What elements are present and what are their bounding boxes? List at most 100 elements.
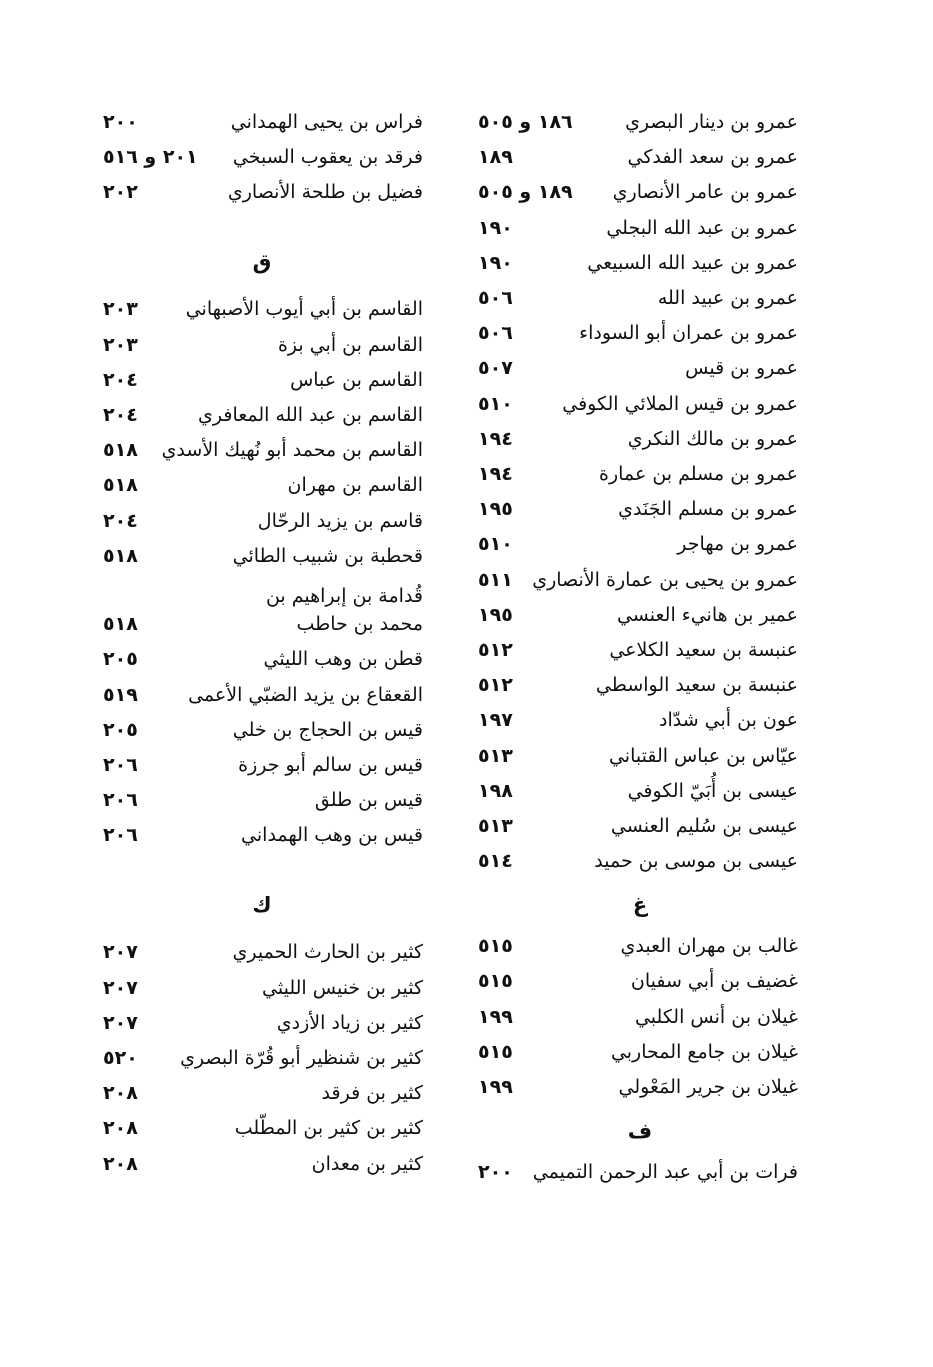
entry-name: غضيف بن أبي سفيان [630,970,798,993]
entry-name: عمرو بن عمران أبو السوداء [579,322,798,345]
entry-pages: ٥١٠ [478,533,513,556]
entry-pages: ٢٠٣ [103,333,138,356]
entry-name: عمرو بن عامر الأنصاري [612,181,798,204]
entry-name: القاسم بن مهران [287,474,423,497]
entry-pages: ٥٠٧ [478,357,513,380]
entry-pages: ٢٠٤ [103,368,138,391]
entry-name: عيسى بن موسى بن حميد [594,850,798,873]
entry-pages: ٥١٨ [103,613,138,636]
entry-pages: ٢٠٧ [103,976,138,999]
entry-name: القاسم بن أبي بزة [277,333,423,356]
entry-name: عيّاس بن عباس القتباني [608,744,798,767]
entry-pages: ٥١٠ [478,392,513,415]
entry-pages: ٢٠٦ [103,754,138,776]
section-letter: ك [252,893,272,918]
entry-name: عنبسة بن سعيد الكلاعي [609,639,798,661]
entry-pages: ٥١٨ [103,544,138,567]
entry-name: كثير بن زياد الأزدي [276,1011,423,1034]
entry-pages: ٥١٢ [478,639,513,661]
entry-pages: ٢٠٥ [103,718,138,741]
entry-name: فرقد بن يعقوب السبخي [232,146,423,169]
entry-pages: ٥١٥ [478,935,513,958]
entry-pages: ١٩٩ [478,1076,513,1098]
entry-pages: ٢٠٢ [103,181,138,204]
entry-pages: ٥١٤ [478,850,513,873]
entry-pages: ١٨٦ و ٥٠٥ [478,111,573,133]
entry-pages: ٢٠١ و ٥١٦ [103,146,198,169]
entry-name: عمرو بن يحيى بن عمارة الأنصاري [532,568,798,591]
entry-pages: ٢٠٧ [103,1011,138,1034]
entry-name: قاسم بن يزيد الرحّال [257,509,423,532]
entry-name: كثير بن كثير بن المطّلب [234,1117,423,1140]
entry-name: قيس بن الحجاج بن خلي [232,718,423,741]
entry-pages: ٥١١ [478,568,513,591]
entry-pages: ٢٠٦ [103,789,138,812]
entry-pages: ٢٠٨ [103,1152,138,1175]
entry-name: عون بن أبي شدّاد [658,709,798,732]
entry-pages: ٥١٢ [478,674,513,697]
entry-name: القاسم بن عباس [290,368,423,391]
entry-pages: ٥٠٦ [478,322,513,345]
entry-name: القعقاع بن يزيد الضبّي الأعمى [188,683,423,706]
entry-name: عمير بن هانيء العنسي [616,603,798,626]
entry-name: عنبسة بن سعيد الواسطي [595,674,798,697]
entry-pages: ١٩٥ [478,603,513,626]
entry-name: غيلان بن أنس الكلبي [634,1005,798,1028]
entry-name: عيسى بن أُبَيّ الكوفي [627,779,798,802]
entry-pages: ٢٠٥ [103,648,138,671]
entry-pages: ١٩٠ [478,216,513,239]
entry-pages: ٥١٥ [478,970,513,993]
entry-name: فضيل بن طلحة الأنصاري [227,181,423,204]
entry-name: فرات بن أبي عبد الرحمن التميمي [532,1161,798,1183]
entry-pages: ١٩٧ [478,709,513,732]
entry-pages: ٢٠٠ [478,1161,513,1183]
entry-pages: ١٩٩ [478,1005,513,1028]
entry-name: غالب بن مهران العبدي [620,935,798,958]
entry-name: عمرو بن دينار البصري [625,111,798,133]
entry-pages: ٥٠٦ [478,287,513,309]
entry-name: عمرو بن مسلم الجَنَدي [618,498,798,521]
entry-name: عمرو بن عبيد الله [657,287,798,309]
entry-name: كثير بن خنيس الليثي [262,976,423,999]
entry-pages: ٢٠٤ [103,404,138,426]
entry-name: قيس بن طلق [314,789,423,812]
entry-name: عمرو بن مسلم بن عمارة [599,463,798,485]
entry-pages: ٢٠٠ [103,111,138,133]
entry-pages: ٢٠٨ [103,1082,138,1105]
entry-name: عمرو بن قيس [685,357,798,380]
entry-pages: ٥١٣ [478,815,513,837]
entry-pages: ١٩٠ [478,251,513,274]
section-letter: ق [252,250,272,275]
entry-name: عمرو بن مالك النكري [627,427,798,450]
entry-name: قُدامة بن إبراهيم بن [265,585,423,607]
entry-pages: ٢٠٣ [103,298,138,321]
section-letter: غ [632,893,648,918]
entry-name: القاسم بن عبد الله المعافري [198,404,423,426]
entry-pages: ٢٠٤ [103,509,138,532]
entry-pages: ١٩٤ [478,427,513,450]
entry-name: غيلان بن جرير المَعْولي [618,1076,799,1098]
entry-name-continuation: محمد بن حاطب [296,613,423,636]
entry-name: كثير بن شنظير أبو قُرّة البصري [180,1047,423,1069]
entry-name: قيس بن وهب الهمداني [241,824,423,847]
entry-pages: ٢٠٨ [103,1117,138,1140]
entry-name: عمرو بن سعد الفدكي [627,146,798,169]
entry-pages: ٥٢٠ [103,1047,138,1069]
entry-pages: ١٨٩ و ٥٠٥ [478,181,573,204]
entry-pages: ٥١٨ [103,439,138,462]
entry-pages: ٥١٣ [478,744,513,767]
entry-name: قيس بن سالم أبو جرزة [238,754,423,776]
entry-name: فراس بن يحيى الهمداني [230,111,423,133]
entry-name: غيلان بن جامع المحاربي [610,1040,798,1063]
entry-name: عيسى بن سُليم العنسي [610,815,798,837]
entry-name: كثير بن الحارث الحميري [232,941,423,964]
entry-pages: ٢٠٧ [103,941,138,964]
entry-pages: ١٨٩ [478,146,513,169]
entry-name: قحطبة بن شبيب الطائي [232,544,423,567]
entry-name: عمرو بن مهاجر [677,533,798,556]
entry-pages: ١٩٨ [478,779,513,802]
entry-pages: ١٩٥ [478,498,513,521]
entry-name: القاسم بن محمد أبو نُهيك الأسدي [161,439,423,462]
entry-pages: ٥١٩ [103,683,138,706]
entry-name: القاسم بن أبي أيوب الأصبهاني [185,298,423,321]
